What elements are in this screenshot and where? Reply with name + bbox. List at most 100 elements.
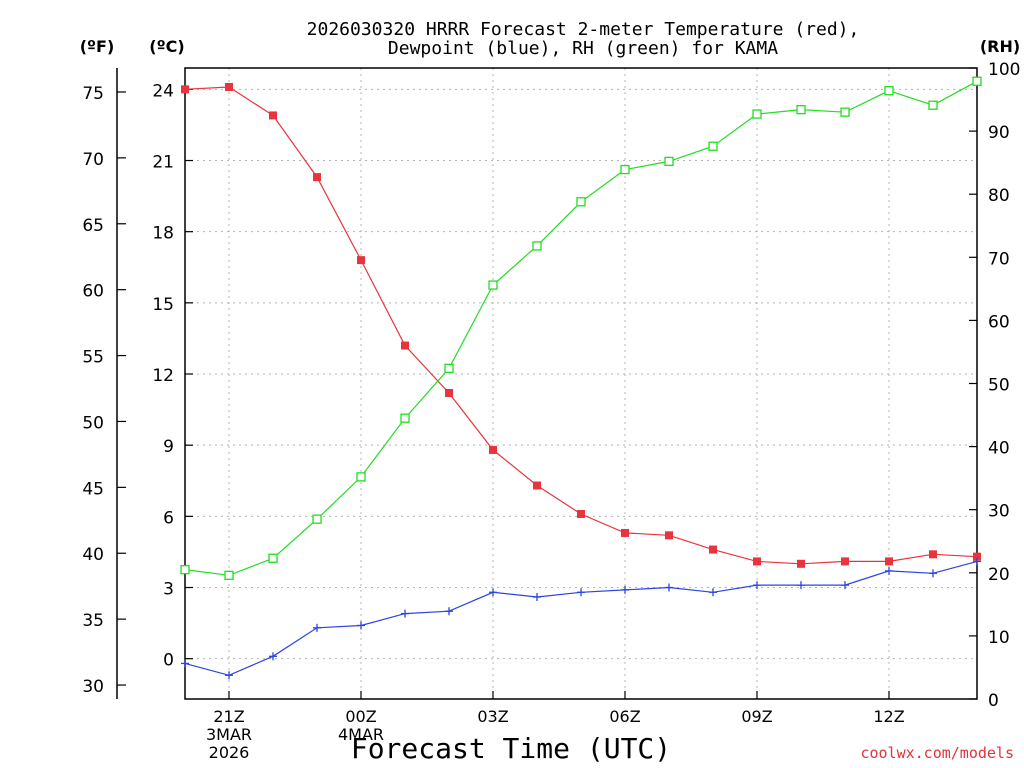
temperature-point <box>665 531 673 540</box>
temperature-point <box>709 545 717 554</box>
plot-frame <box>184 67 978 700</box>
celsius-tick-label: 0 <box>163 651 174 671</box>
rh-point <box>928 100 938 110</box>
fahrenheit-tick-label: 45 <box>82 479 104 499</box>
x-axis-label: Forecast Time (UTC) <box>351 732 671 765</box>
dewpoint-point <box>533 592 541 601</box>
temperature-point <box>181 85 189 94</box>
temperature-point <box>533 481 541 490</box>
temperature-point <box>973 552 981 561</box>
dewpoint-point <box>357 621 365 630</box>
rh-tick-label: 0 <box>988 691 999 711</box>
chart-title-line-1: 2026030320 HRRR Forecast 2-meter Tempera… <box>307 19 860 40</box>
celsius-tick-label: 9 <box>163 437 174 457</box>
time-tick-label: 21Z <box>213 707 244 726</box>
grid-lines <box>185 68 977 699</box>
rh-point <box>752 109 762 119</box>
rh-point <box>664 156 674 167</box>
fahrenheit-tick-label: 35 <box>82 611 104 631</box>
rh-point <box>312 514 322 524</box>
dewpoint-point <box>225 671 233 680</box>
dewpoint-point <box>489 588 497 597</box>
fahrenheit-tick-label: 40 <box>82 545 104 565</box>
rh-unit-label: (RH) <box>980 37 1020 56</box>
celsius-tick-label: 12 <box>152 366 174 386</box>
dewpoint-point <box>577 588 585 597</box>
temperature-point <box>753 557 761 566</box>
rh-tick-label: 30 <box>988 502 1010 522</box>
dewpoint-point <box>445 607 453 616</box>
rh-point <box>620 164 630 175</box>
rh-point <box>180 564 190 575</box>
rh-point <box>972 76 982 86</box>
fahrenheit-tick-label: 75 <box>82 84 104 104</box>
time-tick-label: 3MAR <box>206 725 252 744</box>
data-series <box>180 76 982 680</box>
fahrenheit-unit-label: (ºF) <box>80 37 115 56</box>
temperature-point <box>929 550 937 559</box>
rh-point <box>268 553 278 563</box>
temperature-point <box>225 82 233 91</box>
fahrenheit-tick-label: 70 <box>82 150 104 170</box>
temperature-point <box>841 557 849 566</box>
celsius-tick-label: 21 <box>152 153 174 173</box>
time-tick-label: 06Z <box>609 707 640 726</box>
temperature-point <box>269 111 277 120</box>
rh-point <box>356 472 366 482</box>
dewpoint-point <box>885 566 893 575</box>
rh-point <box>224 570 234 580</box>
rh-line <box>184 80 978 576</box>
fahrenheit-tick-label: 50 <box>82 413 104 433</box>
fahrenheit-tick-label: 30 <box>82 677 104 697</box>
rh-tick-label: 40 <box>988 439 1010 459</box>
temperature-point <box>357 256 365 265</box>
celsius-unit-label: (ºC) <box>149 37 184 56</box>
time-tick-label: 4MAR <box>338 725 384 744</box>
dewpoint-point <box>181 659 189 668</box>
dewpoint-point <box>665 583 673 592</box>
rh-point <box>576 197 586 207</box>
rh-point <box>488 280 498 290</box>
rh-point <box>840 107 850 117</box>
celsius-tick-label: 15 <box>152 295 174 315</box>
time-tick-label: 12Z <box>873 707 904 726</box>
dewpoint-point <box>753 581 761 590</box>
temperature-point <box>313 173 321 182</box>
temperature-point <box>577 509 585 518</box>
temperature-line <box>184 86 978 565</box>
rh-tick-label: 50 <box>988 376 1010 396</box>
fahrenheit-tick-label: 60 <box>82 282 104 302</box>
dewpoint-point <box>269 652 277 661</box>
time-tick-label: 09Z <box>741 707 772 726</box>
dewpoint-point <box>401 609 409 618</box>
rh-tick-label: 70 <box>988 249 1010 269</box>
dewpoint-point <box>709 588 717 597</box>
rh-tick-label: 80 <box>988 186 1010 206</box>
rh-point <box>532 241 542 251</box>
credit-link[interactable]: coolwx.com/models <box>860 744 1014 762</box>
temperature-point <box>401 341 409 350</box>
celsius-tick-label: 6 <box>163 508 174 528</box>
dewpoint-point <box>797 581 805 590</box>
rh-point <box>400 413 410 423</box>
fahrenheit-tick-label: 55 <box>82 348 104 368</box>
temperature-point <box>885 557 893 566</box>
temperature-point <box>445 388 453 397</box>
axes: 30 35 40 45 50 55 60 65 70 75 0 3 6 9 12 15 18 21 24 0 10 20 3… <box>82 60 1020 762</box>
celsius-tick-label: 24 <box>152 81 174 101</box>
temperature-point <box>621 528 629 537</box>
rh-tick-label: 10 <box>988 628 1010 648</box>
rh-point <box>796 104 806 115</box>
fahrenheit-tick-label: 65 <box>82 216 104 236</box>
chart-title-line-2: Dewpoint (blue), RH (green) for KAMA <box>388 38 778 59</box>
temperature-point <box>489 445 497 454</box>
dewpoint-point <box>929 569 937 578</box>
celsius-tick-label: 18 <box>152 224 174 244</box>
rh-tick-label: 20 <box>988 565 1010 585</box>
time-tick-label: 2026 <box>209 743 250 762</box>
rh-point <box>884 86 894 96</box>
dewpoint-point <box>973 557 981 566</box>
rh-tick-label: 90 <box>988 123 1010 143</box>
time-tick-label: 00Z <box>345 707 376 726</box>
